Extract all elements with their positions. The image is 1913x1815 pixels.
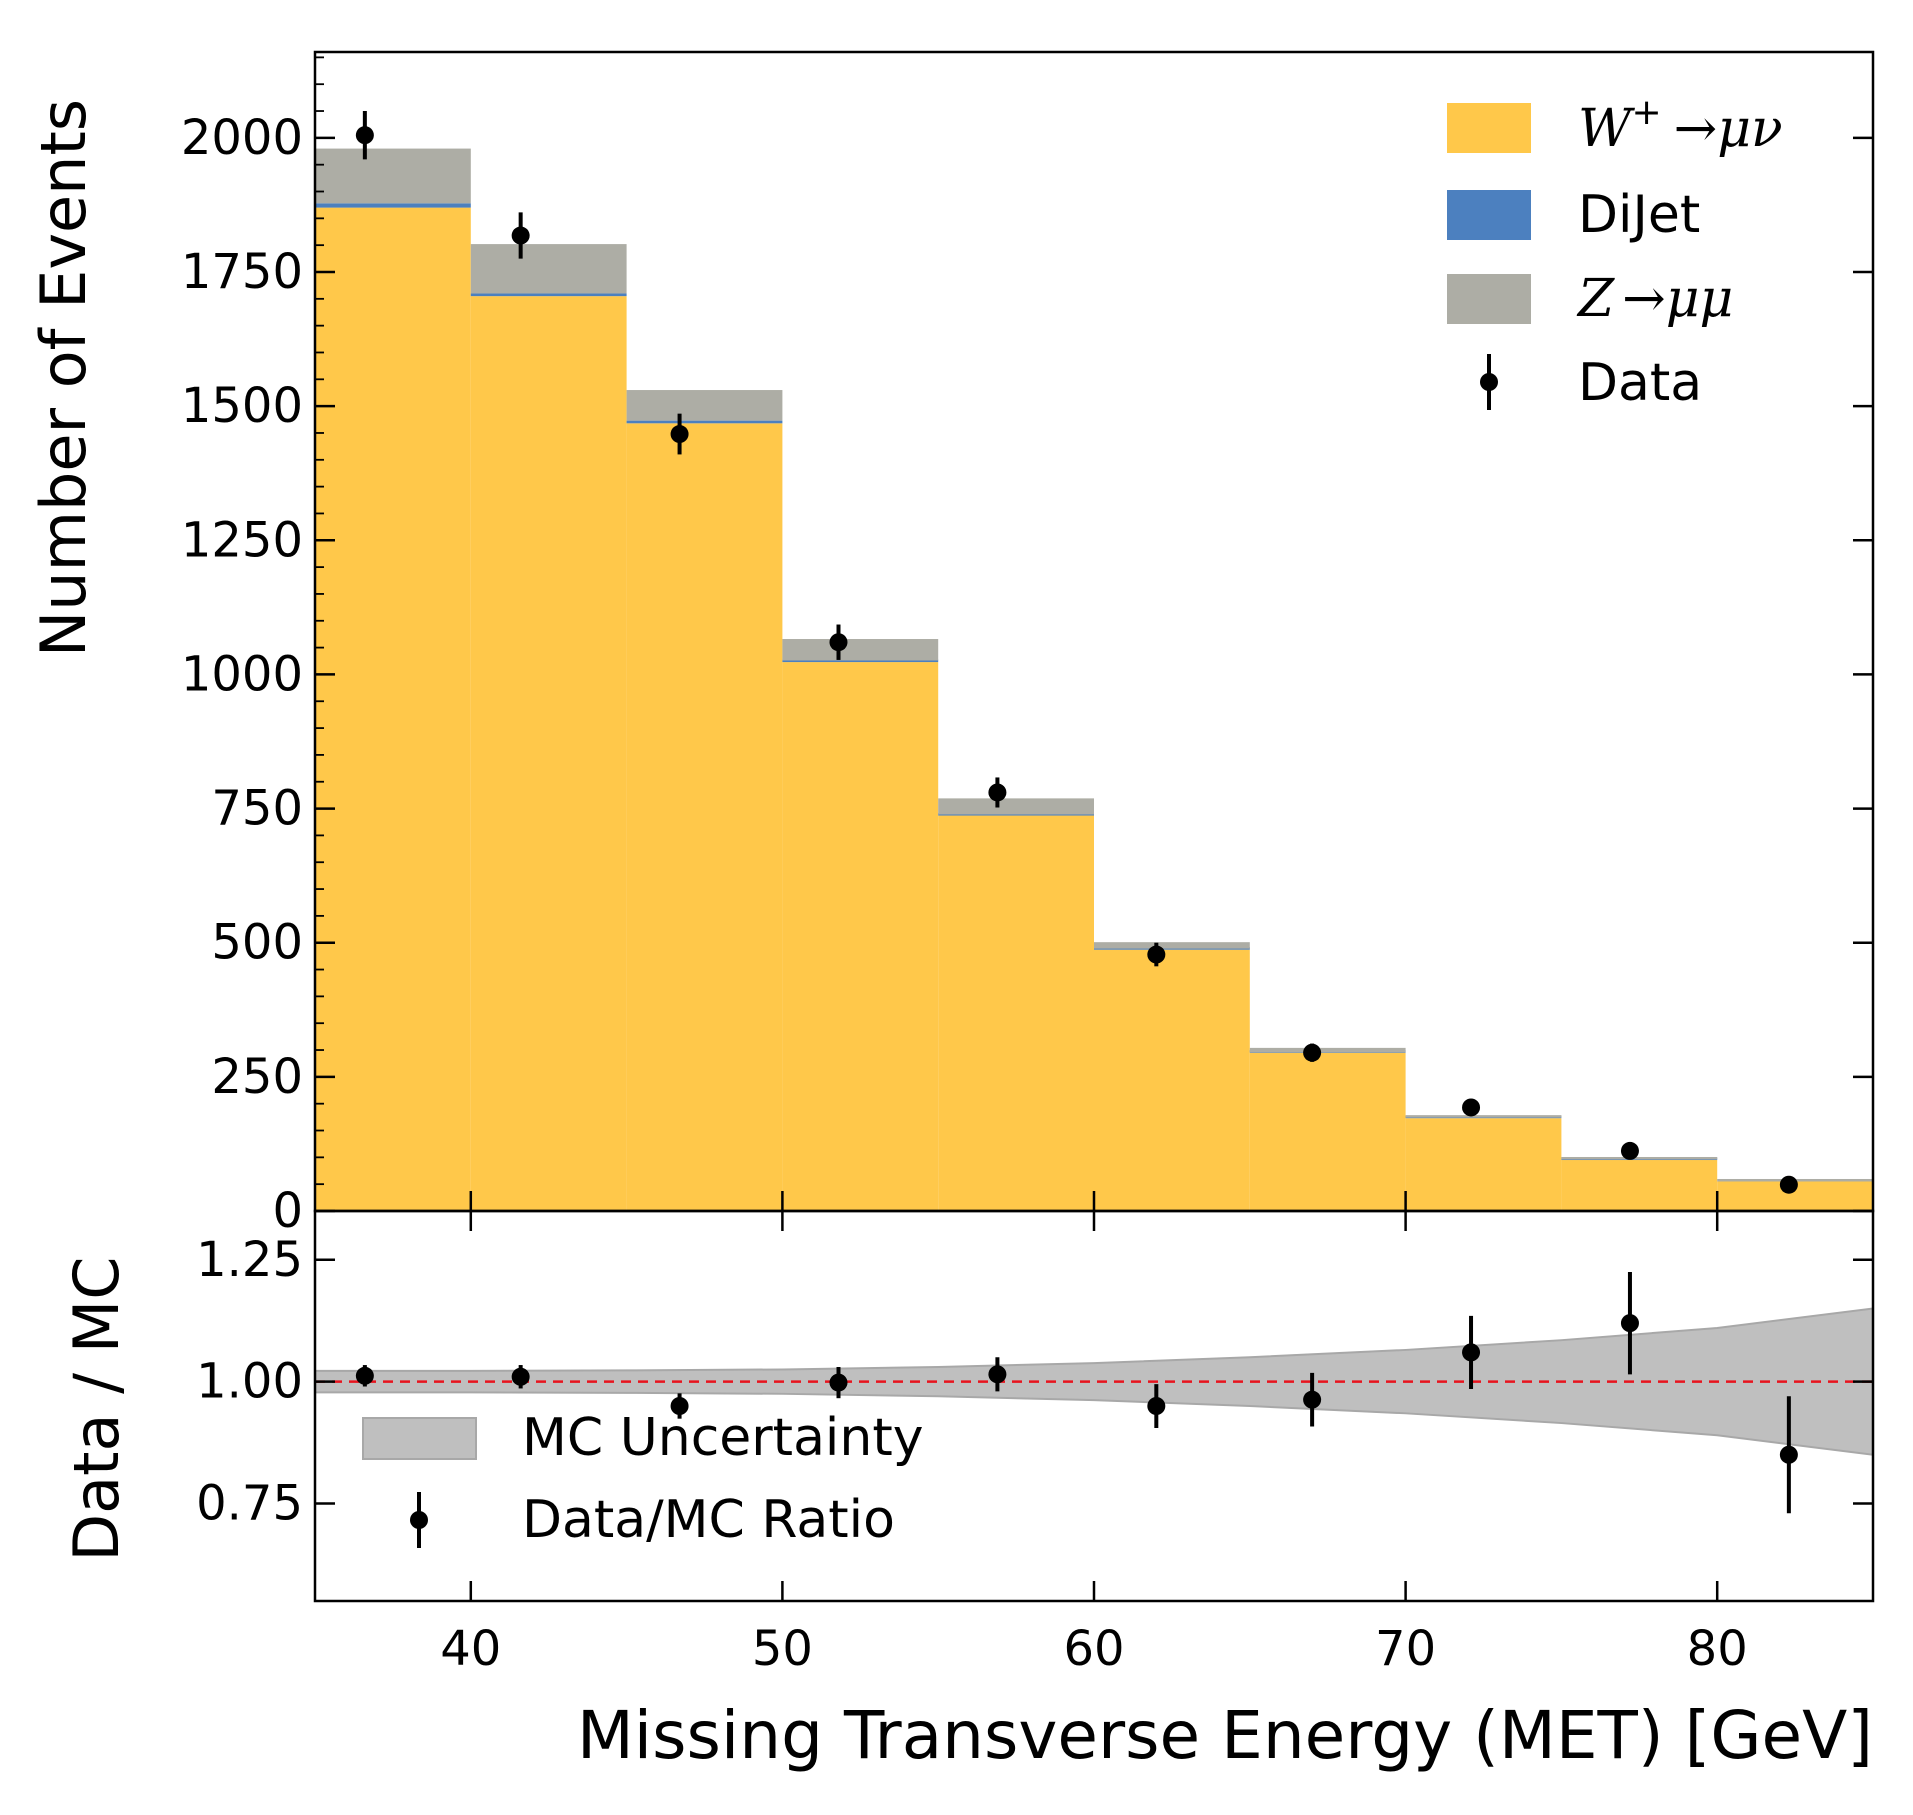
bar-z-4 <box>938 798 1094 815</box>
bar-z-8 <box>1561 1156 1718 1160</box>
bar-dijet-1 <box>470 293 627 297</box>
ratio-y-tick-labels: 0.75 1.00 1.25 <box>196 1232 303 1532</box>
legend-label-dijet: DiJet <box>1578 185 1700 245</box>
ratio-y-tick-label-1: 1.00 <box>196 1354 303 1410</box>
y-axis-title-ratio: Data / MC <box>60 1256 133 1561</box>
data-point-1 <box>511 226 530 245</box>
ratio-y-tick-label-0: 0.75 <box>196 1476 303 1532</box>
legend-swatch-wplus <box>1447 103 1531 153</box>
legend-label-z: Z →μμ <box>1576 269 1733 329</box>
legend-label-wplus: W+ →μν <box>1578 92 1783 159</box>
ratio-panel-frame <box>313 1209 1875 1603</box>
ratio-y-tick-label-2: 1.25 <box>196 1232 303 1288</box>
bar-z-5 <box>1094 942 1250 949</box>
bar-wplus-8 <box>1561 1160 1718 1211</box>
bar-wplus-1 <box>470 296 627 1211</box>
data-point-2 <box>670 425 689 444</box>
data-point-3 <box>829 633 848 652</box>
bar-wplus-3 <box>782 662 939 1211</box>
data-point-9 <box>1779 1175 1798 1194</box>
bar-z-2 <box>626 390 783 421</box>
ratio-point-9 <box>1779 1445 1798 1464</box>
legend-wplus-sup: + <box>1631 92 1661 133</box>
bar-z-7 <box>1405 1115 1562 1118</box>
legend-label-data: Data <box>1578 353 1702 413</box>
legend-wplus-w: W <box>1578 99 1635 159</box>
legend-swatch-mc-uncertainty <box>362 1417 477 1460</box>
x-tick-label-3: 70 <box>1375 1621 1436 1677</box>
y-tick-label-1: 250 <box>211 1049 303 1105</box>
y-tick-label-6: 1500 <box>181 378 303 434</box>
bar-z-3 <box>782 639 939 661</box>
ratio-point-0 <box>355 1366 374 1385</box>
x-tick-label-4: 80 <box>1687 1621 1748 1677</box>
bar-wplus-5 <box>1094 949 1250 1211</box>
data-point-0 <box>355 126 374 145</box>
top-panel-ticks <box>315 56 1873 1231</box>
bar-dijet-3 <box>782 659 939 663</box>
y-tick-label-5: 1250 <box>181 512 303 568</box>
x-tick-labels: 40 50 60 70 80 <box>440 1621 1747 1677</box>
y-tick-label-0: 0 <box>272 1183 303 1239</box>
x-tick-label-2: 60 <box>1063 1621 1124 1677</box>
data-point-4 <box>988 783 1007 802</box>
x-tick-label-0: 40 <box>440 1621 501 1677</box>
ratio-point-8 <box>1620 1314 1639 1333</box>
bar-wplus-4 <box>938 815 1094 1211</box>
bar-wplus-6 <box>1249 1052 1406 1211</box>
bar-wplus-0 <box>315 207 471 1212</box>
data-points <box>355 111 1798 1194</box>
y-tick-label-2: 500 <box>211 915 303 971</box>
legend-swatch-dijet <box>1447 190 1531 240</box>
data-point-8 <box>1620 1141 1639 1160</box>
ratio-point-3 <box>829 1373 848 1392</box>
ratio-panel: 0.75 1.00 1.25 40 50 60 70 80 Data / MC Missin… <box>60 1209 1875 1774</box>
top-panel: 0 250 500 750 1000 1250 1500 1750 2000 Number of… <box>27 50 1875 1239</box>
ratio-panel-ticks <box>315 1258 1873 1601</box>
ratio-point-4 <box>988 1365 1007 1384</box>
bar-dijet-0 <box>315 203 471 208</box>
ratio-point-7 <box>1462 1343 1481 1362</box>
ratio-point-5 <box>1147 1397 1166 1415</box>
ratio-point-1 <box>511 1367 530 1386</box>
legend-z-z: Z <box>1576 269 1615 329</box>
ratio-point-6 <box>1303 1390 1322 1409</box>
legend-swatch-z <box>1447 274 1531 324</box>
data-point-6 <box>1303 1043 1322 1062</box>
data-point-7 <box>1462 1098 1481 1117</box>
bar-wplus-2 <box>626 423 783 1211</box>
x-axis-title: Missing Transverse Energy (MET) [GeV] <box>577 1697 1873 1774</box>
ratio-points <box>355 1271 1798 1514</box>
legend-label-ratio: Data/MC Ratio <box>522 1490 895 1550</box>
y-tick-label-8: 2000 <box>181 110 303 166</box>
data-point-5 <box>1147 945 1166 964</box>
legend-label-mc-uncertainty: MC Uncertainty <box>522 1408 924 1468</box>
legend-wplus-decay: →μν <box>1674 99 1783 159</box>
y-axis-title-events: Number of Events <box>27 99 100 657</box>
bar-dijet-2 <box>626 420 783 424</box>
bar-z-1 <box>470 244 627 294</box>
stacked-histogram-bars <box>315 148 1873 1212</box>
bar-wplus-7 <box>1405 1118 1562 1211</box>
bar-z-0 <box>315 148 471 204</box>
bar-z-6 <box>1249 1047 1406 1053</box>
legend-marker-ratio <box>410 1511 428 1529</box>
y-tick-label-4: 1000 <box>181 646 303 702</box>
top-y-tick-labels: 0 250 500 750 1000 1250 1500 1750 2000 <box>181 110 303 1239</box>
legend-bottom: MC Uncertainty Data/MC Ratio <box>362 1408 924 1550</box>
ratio-point-2 <box>670 1397 689 1415</box>
y-tick-label-3: 750 <box>211 781 303 837</box>
x-tick-label-1: 50 <box>752 1621 813 1677</box>
legend-z-decay: →μμ <box>1622 269 1733 329</box>
legend-marker-data <box>1480 373 1498 391</box>
legend-top: W+ →μν DiJet Z →μμ Data <box>1447 92 1783 413</box>
y-tick-label-7: 1750 <box>181 244 303 300</box>
